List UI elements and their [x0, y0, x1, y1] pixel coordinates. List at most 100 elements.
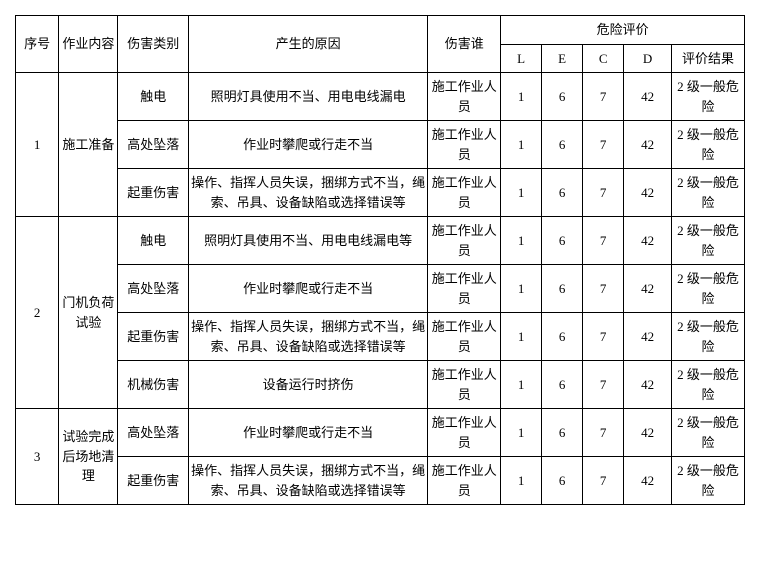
cell-reason: 照明灯具使用不当、用电电线漏电等: [189, 217, 428, 265]
cell-work-content: 门机负荷试验: [59, 217, 118, 409]
table-row: 起重伤害操作、指挥人员失误，捆绑方式不当，绳索、吊具、设备缺陷或选择错误等施工作…: [16, 313, 745, 361]
cell-result: 2 级一般危险: [671, 457, 744, 505]
cell-seq: 1: [16, 73, 59, 217]
cell-reason: 作业时攀爬或行走不当: [189, 409, 428, 457]
cell-reason: 操作、指挥人员失误，捆绑方式不当，绳索、吊具、设备缺陷或选择错误等: [189, 457, 428, 505]
cell-l: 1: [501, 313, 542, 361]
cell-work-content: 试验完成后场地清理: [59, 409, 118, 505]
table-row: 高处坠落作业时攀爬或行走不当施工作业人员167422 级一般危险: [16, 265, 745, 313]
header-who: 伤害谁: [428, 16, 501, 73]
cell-who: 施工作业人员: [428, 457, 501, 505]
cell-e: 6: [542, 457, 583, 505]
cell-who: 施工作业人员: [428, 265, 501, 313]
table-row: 高处坠落作业时攀爬或行走不当施工作业人员167422 级一般危险: [16, 121, 745, 169]
header-work-content: 作业内容: [59, 16, 118, 73]
cell-result: 2 级一般危险: [671, 409, 744, 457]
cell-result: 2 级一般危险: [671, 361, 744, 409]
cell-d: 42: [624, 73, 672, 121]
cell-c: 7: [583, 121, 624, 169]
cell-l: 1: [501, 361, 542, 409]
cell-hazard-type: 高处坠落: [118, 265, 189, 313]
header-e: E: [542, 44, 583, 73]
cell-e: 6: [542, 217, 583, 265]
cell-d: 42: [624, 313, 672, 361]
table-row: 起重伤害操作、指挥人员失误，捆绑方式不当，绳索、吊具、设备缺陷或选择错误等施工作…: [16, 169, 745, 217]
cell-c: 7: [583, 217, 624, 265]
cell-c: 7: [583, 73, 624, 121]
cell-e: 6: [542, 121, 583, 169]
table-row: 2门机负荷试验触电照明灯具使用不当、用电电线漏电等施工作业人员167422 级一…: [16, 217, 745, 265]
cell-c: 7: [583, 313, 624, 361]
table-row: 起重伤害操作、指挥人员失误，捆绑方式不当，绳索、吊具、设备缺陷或选择错误等施工作…: [16, 457, 745, 505]
cell-who: 施工作业人员: [428, 73, 501, 121]
cell-c: 7: [583, 409, 624, 457]
header-seq: 序号: [16, 16, 59, 73]
cell-l: 1: [501, 217, 542, 265]
cell-reason: 操作、指挥人员失误，捆绑方式不当，绳索、吊具、设备缺陷或选择错误等: [189, 313, 428, 361]
cell-who: 施工作业人员: [428, 169, 501, 217]
cell-l: 1: [501, 169, 542, 217]
cell-reason: 作业时攀爬或行走不当: [189, 265, 428, 313]
cell-who: 施工作业人员: [428, 121, 501, 169]
cell-l: 1: [501, 265, 542, 313]
cell-l: 1: [501, 457, 542, 505]
table-row: 1施工准备触电照明灯具使用不当、用电电线漏电施工作业人员167422 级一般危险: [16, 73, 745, 121]
cell-reason: 操作、指挥人员失误，捆绑方式不当，绳索、吊具、设备缺陷或选择错误等: [189, 169, 428, 217]
cell-d: 42: [624, 265, 672, 313]
header-d: D: [624, 44, 672, 73]
cell-work-content: 施工准备: [59, 73, 118, 217]
cell-hazard-type: 机械伤害: [118, 361, 189, 409]
cell-seq: 2: [16, 217, 59, 409]
cell-hazard-type: 高处坠落: [118, 409, 189, 457]
table-header: 序号 作业内容 伤害类别 产生的原因 伤害谁 危险评价 L E C D 评价结果: [16, 16, 745, 73]
cell-d: 42: [624, 409, 672, 457]
cell-who: 施工作业人员: [428, 361, 501, 409]
cell-d: 42: [624, 121, 672, 169]
cell-e: 6: [542, 409, 583, 457]
cell-reason: 作业时攀爬或行走不当: [189, 121, 428, 169]
table-row: 3试验完成后场地清理高处坠落作业时攀爬或行走不当施工作业人员167422 级一般…: [16, 409, 745, 457]
cell-hazard-type: 触电: [118, 73, 189, 121]
cell-seq: 3: [16, 409, 59, 505]
cell-result: 2 级一般危险: [671, 121, 744, 169]
header-c: C: [583, 44, 624, 73]
cell-result: 2 级一般危险: [671, 265, 744, 313]
header-risk-eval: 危险评价: [501, 16, 745, 45]
table-row: 机械伤害设备运行时挤伤施工作业人员167422 级一般危险: [16, 361, 745, 409]
table-body: 1施工准备触电照明灯具使用不当、用电电线漏电施工作业人员167422 级一般危险…: [16, 73, 745, 505]
cell-hazard-type: 起重伤害: [118, 457, 189, 505]
cell-c: 7: [583, 265, 624, 313]
cell-result: 2 级一般危险: [671, 73, 744, 121]
cell-e: 6: [542, 265, 583, 313]
cell-who: 施工作业人员: [428, 409, 501, 457]
cell-e: 6: [542, 169, 583, 217]
header-hazard-type: 伤害类别: [118, 16, 189, 73]
cell-c: 7: [583, 169, 624, 217]
cell-d: 42: [624, 457, 672, 505]
header-l: L: [501, 44, 542, 73]
cell-who: 施工作业人员: [428, 313, 501, 361]
cell-result: 2 级一般危险: [671, 217, 744, 265]
cell-reason: 照明灯具使用不当、用电电线漏电: [189, 73, 428, 121]
cell-hazard-type: 触电: [118, 217, 189, 265]
header-reason: 产生的原因: [189, 16, 428, 73]
header-result: 评价结果: [671, 44, 744, 73]
cell-hazard-type: 起重伤害: [118, 313, 189, 361]
cell-l: 1: [501, 121, 542, 169]
cell-d: 42: [624, 217, 672, 265]
risk-assessment-table: 序号 作业内容 伤害类别 产生的原因 伤害谁 危险评价 L E C D 评价结果…: [15, 15, 745, 505]
cell-hazard-type: 起重伤害: [118, 169, 189, 217]
cell-c: 7: [583, 361, 624, 409]
cell-d: 42: [624, 361, 672, 409]
cell-c: 7: [583, 457, 624, 505]
cell-e: 6: [542, 313, 583, 361]
cell-l: 1: [501, 73, 542, 121]
cell-e: 6: [542, 73, 583, 121]
cell-e: 6: [542, 361, 583, 409]
cell-reason: 设备运行时挤伤: [189, 361, 428, 409]
cell-d: 42: [624, 169, 672, 217]
cell-who: 施工作业人员: [428, 217, 501, 265]
cell-l: 1: [501, 409, 542, 457]
cell-hazard-type: 高处坠落: [118, 121, 189, 169]
cell-result: 2 级一般危险: [671, 313, 744, 361]
